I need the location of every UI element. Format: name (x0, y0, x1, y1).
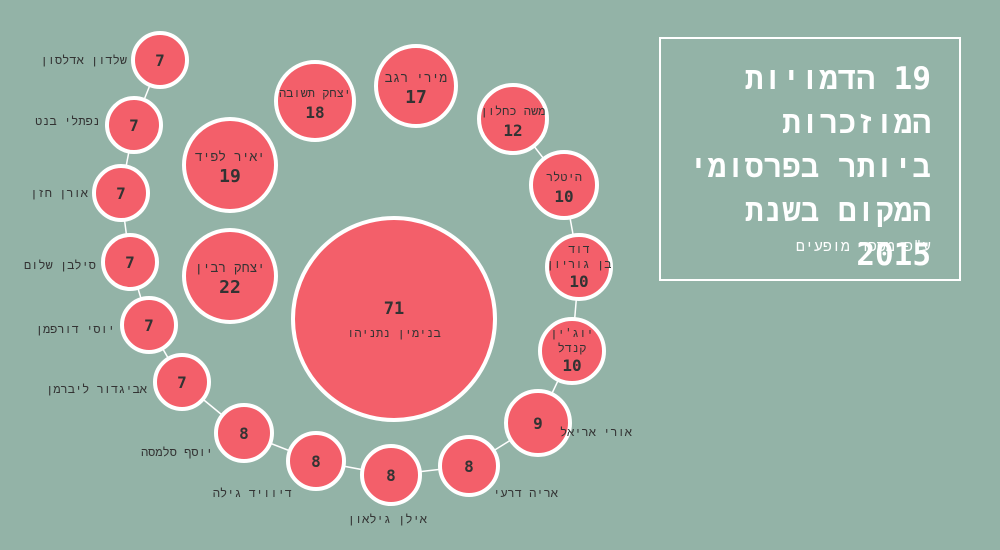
bubble-label-5: משה כחלון (481, 104, 546, 118)
bubble-label-7: דוד (568, 242, 590, 256)
bubble-label-16: סילבן שלום (24, 258, 96, 272)
bubble-value-5: 12 (503, 121, 522, 140)
bubble-3 (274, 60, 356, 142)
bubble-5 (477, 83, 549, 155)
bubble-value-7: 10 (569, 272, 588, 291)
bubble-value-10: 8 (464, 457, 474, 476)
bubble-value-17: 7 (116, 184, 126, 203)
bubble-label-12: דיוויד גילה (213, 486, 292, 500)
bubble-label-4: מירי רגב (385, 71, 447, 86)
bubble-label-8-line2: קנדל (558, 341, 587, 355)
bubble-0 (291, 216, 497, 422)
bubble-1 (182, 228, 278, 324)
title-box: 19 הדמויות המוזכרות ביותר בפרסומי המקום … (659, 37, 961, 281)
bubble-18 (105, 96, 163, 154)
bubble-label-17: אורן חזן (30, 186, 88, 200)
bubble-label-18: נפתלי בנט (35, 114, 100, 128)
bubble-label-8: יוג'ין (550, 326, 593, 340)
bubble-13 (214, 403, 274, 463)
bubble-value-8: 10 (562, 356, 581, 375)
chart-title: 19 הדמויות המוזכרות ביותר בפרסומי המקום … (689, 61, 931, 273)
bubble-label-3: יצחק תשובה (279, 86, 351, 100)
bubble-15 (120, 296, 178, 354)
bubble-14 (153, 353, 211, 411)
bubble-11 (360, 444, 422, 506)
bubble-2 (182, 117, 278, 213)
bubble-17 (92, 164, 150, 222)
bubble-value-19: 7 (155, 51, 165, 70)
bubble-value-9: 9 (533, 414, 543, 433)
bubble-19 (131, 31, 189, 89)
bubble-10 (438, 435, 500, 497)
bubble-label-6: היטלר (546, 170, 582, 184)
bubble-value-11: 8 (386, 466, 396, 485)
bubble-label-10: אריה דרעי (493, 486, 559, 500)
bubble-value-15: 7 (144, 316, 154, 335)
bubble-label-1: יצחק רבין (195, 261, 265, 276)
bubble-label-0: בנימין נתניהו (347, 326, 441, 340)
bubble-label-14: אביגדור ליברמן (46, 382, 148, 396)
bubble-value-0: 71 (384, 299, 404, 319)
bubble-value-13: 8 (239, 424, 249, 443)
bubble-16 (101, 233, 159, 291)
bubble-value-16: 7 (125, 253, 135, 272)
bubble-label-2: יאיר לפיד (195, 150, 265, 165)
bubble-value-3: 18 (305, 103, 324, 122)
bubble-value-4: 17 (405, 87, 427, 108)
bubble-9 (504, 389, 572, 457)
bubble-4 (374, 44, 458, 128)
bubble-8 (538, 317, 606, 385)
bubble-label-7-line2: בן גוריון (547, 257, 612, 271)
bubble-value-14: 7 (177, 373, 187, 392)
chart-subtitle: ע"פ מספר מופעים (795, 237, 931, 255)
bubble-label-13: יוסף סלמסה (141, 445, 213, 459)
bubble-value-18: 7 (129, 116, 139, 135)
bubble-7 (545, 233, 613, 301)
bubble-label-11: אילן גילאון (348, 512, 428, 526)
bubble-label-15: יוסי דורפמן (36, 322, 115, 336)
bubble-label-9: אורי אריאל (560, 425, 633, 439)
bubble-label-19: שלדון אדלסון (41, 53, 127, 67)
bubble-value-1: 22 (219, 277, 241, 298)
bubble-value-2: 19 (219, 166, 241, 187)
bubble-6 (529, 150, 599, 220)
bubble-value-6: 10 (554, 187, 573, 206)
bubble-value-12: 8 (311, 452, 321, 471)
bubble-12 (286, 431, 346, 491)
